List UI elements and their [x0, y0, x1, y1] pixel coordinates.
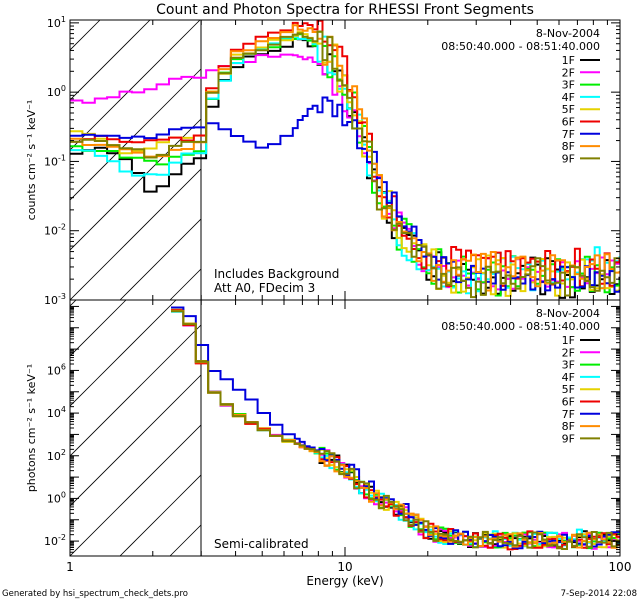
counts-legend-label-7F: 7F — [562, 128, 575, 141]
photons-plot-frame — [69, 299, 621, 557]
y-tick-label: 106 — [47, 362, 66, 377]
y-tick-label: 10-1 — [44, 153, 66, 168]
y-tick-label: 102 — [47, 448, 66, 463]
photons-series-9F — [171, 310, 620, 550]
y-tick-label: 10-2 — [44, 223, 66, 238]
photons-legend-label-2F: 2F — [562, 346, 575, 359]
counts-series-group — [70, 20, 620, 299]
hatch-line — [70, 20, 201, 151]
footer-timestamp: 7-Sep-2014 22:08 — [561, 589, 637, 599]
x-tick-label-10: 10 — [337, 560, 352, 574]
counts-legend-label-1F: 1F — [562, 54, 575, 67]
hatch-line — [70, 300, 227, 457]
counts-panel: 10-3 10-2 10-1 100 101 counts cm⁻² s⁻¹ keV⁻¹… — [25, 15, 621, 307]
photons-legend-label-6F: 6F — [562, 396, 575, 409]
photons-legend-date: 8-Nov-2004 — [536, 307, 600, 320]
photons-legend-time-range: 08:50:40.000 - 08:51:40.000 — [441, 320, 600, 333]
counts-legend-label-8F: 8F — [562, 140, 575, 153]
photons-legend-label-9F: 9F — [562, 432, 575, 445]
photons-legend-label-3F: 3F — [562, 359, 575, 372]
y-tick-label: 100 — [47, 490, 66, 505]
footer-generated-by: Generated by hsi_spectrum_check_dets.pro — [2, 589, 188, 599]
counts-legend-label-2F: 2F — [562, 66, 575, 79]
y-tick-label: 10-2 — [44, 533, 66, 548]
hatch-line — [70, 300, 177, 407]
hatch-line — [70, 300, 77, 307]
x-tick-label-100: 100 — [609, 560, 632, 574]
photons-y-axis-label: photons cm⁻² s⁻¹ keV⁻¹ — [25, 364, 38, 492]
hatch-line — [70, 300, 127, 357]
photons-legend-label-7F: 7F — [562, 408, 575, 421]
x-axis-labels: 1 10 100 — [66, 560, 631, 574]
x-tick-label-1: 1 — [66, 560, 74, 574]
hatch-line — [70, 20, 151, 101]
photons-legend-label-4F: 4F — [562, 371, 575, 384]
hatch-line — [0, 300, 26, 556]
y-tick-label: 104 — [47, 405, 66, 420]
counts-legend-time-range: 08:50:40.000 - 08:51:40.000 — [441, 40, 600, 53]
counts-legend-label-9F: 9F — [562, 152, 575, 165]
counts-series-9F — [70, 30, 620, 299]
photons-note-semicalibrated: Semi-calibrated — [214, 537, 309, 551]
counts-y-axis-label: counts cm⁻² s⁻¹ keV⁻¹ — [25, 100, 38, 221]
counts-series-8F — [70, 24, 620, 292]
chart-title: Count and Photon Spectra for RHESSI Fron… — [156, 2, 534, 18]
photons-legend-label-1F: 1F — [562, 334, 575, 347]
counts-legend-date: 8-Nov-2004 — [536, 27, 600, 40]
counts-note-attenuator: Att A0, FDecim 3 — [214, 281, 315, 295]
y-tick-label: 10-3 — [44, 292, 66, 307]
photons-legend-label-8F: 8F — [562, 420, 575, 433]
y-tick-label: 101 — [47, 15, 66, 30]
counts-legend-label-3F: 3F — [562, 79, 575, 92]
counts-legend-label-6F: 6F — [562, 116, 575, 129]
counts-series-7F — [70, 96, 620, 293]
y-tick-label: 100 — [47, 84, 66, 99]
counts-legend-label-5F: 5F — [562, 103, 575, 116]
photons-series-group — [171, 306, 620, 551]
counts-note-background: Includes Background — [214, 267, 339, 281]
photons-legend-label-5F: 5F — [562, 383, 575, 396]
x-axis-title: Energy (keV) — [306, 574, 383, 588]
counts-legend-label-4F: 4F — [562, 91, 575, 104]
photons-hatch — [0, 300, 620, 556]
photons-axis-ticks: 10-2 100 102 104 106 — [44, 299, 620, 557]
